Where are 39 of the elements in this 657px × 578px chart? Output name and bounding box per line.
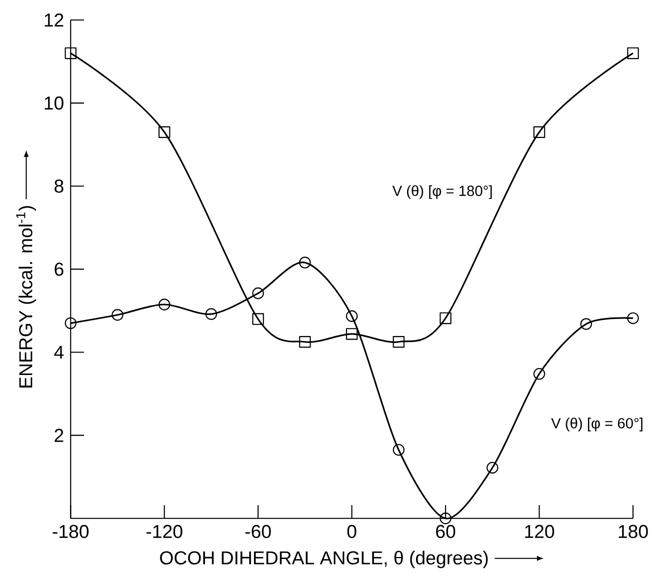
point [392,444,405,456]
x-tick-label: -180 [52,524,89,538]
point [158,126,170,138]
point [486,462,498,474]
point [392,336,405,348]
y-tick-label: 12 [44,13,64,26]
x-tick-label: 60 [436,524,456,538]
x-tick-label: -60 [245,524,271,538]
point [533,368,546,380]
point [64,317,76,329]
point [158,298,170,310]
point [627,312,639,324]
x-tick-label: 0 [347,524,356,538]
point [440,312,452,324]
point [440,512,452,524]
y-tick-label: 8 [54,179,64,193]
text: V (θ) [φ = 60°] [551,417,642,432]
y-axis-title: ENERGY (kcal. mol$^{-1}$) [16,206,36,388]
y-tick-label: 4 [54,346,64,358]
point [252,287,264,299]
y-tick-label: 2 [54,428,64,442]
y-tick-label: 6 [54,262,64,276]
point [205,308,218,320]
point [580,318,592,330]
x-tick-label: 180 [618,524,648,538]
point [252,312,264,325]
point [346,310,358,322]
point [533,126,546,138]
x-tick-label: -120 [146,524,182,538]
x-axis-title: OCOH DIHEDRAL ANGLE, θ (degrees) [160,550,488,568]
point [112,308,124,321]
point [299,336,311,348]
point [627,47,639,59]
series-label: V (θ) [φ = 180°] [392,185,492,199]
point [299,256,311,268]
point [64,47,76,59]
y-tick-label: 10 [44,96,64,110]
point [346,328,358,340]
x-tick-label: 120 [525,524,554,538]
